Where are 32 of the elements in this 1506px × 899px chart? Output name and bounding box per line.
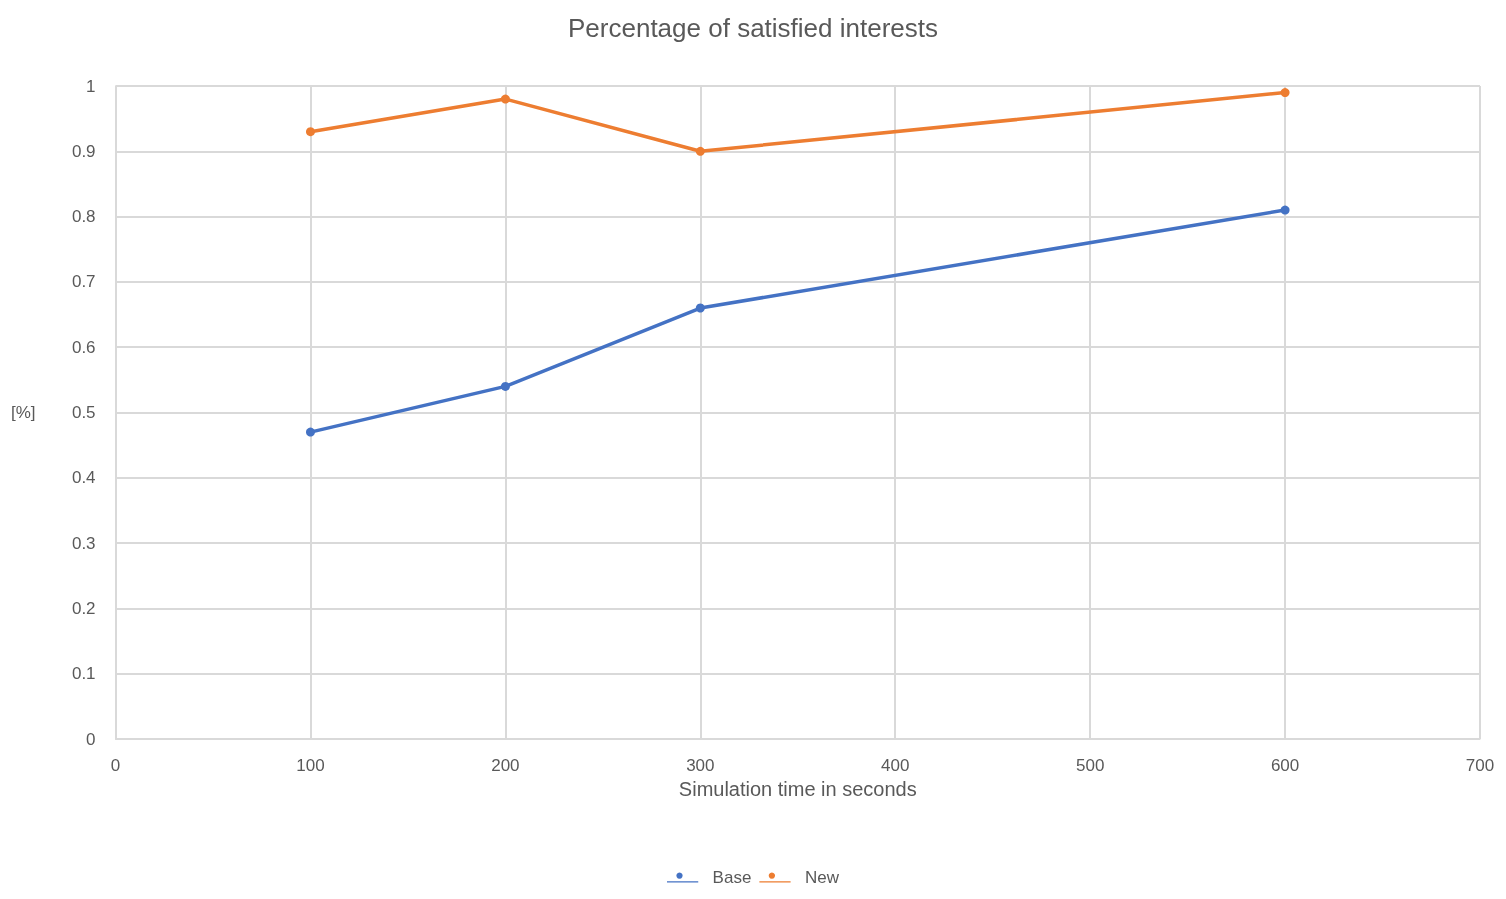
y-tick-label: 0.3 bbox=[71, 533, 96, 553]
y-axis-title: [%] bbox=[11, 403, 36, 422]
point bbox=[1280, 205, 1290, 215]
y-tick-label: 0.8 bbox=[71, 207, 96, 227]
point bbox=[305, 127, 315, 137]
y-tick-label: 0.1 bbox=[71, 664, 96, 684]
y-tick-label: 0.9 bbox=[71, 141, 96, 161]
y-tick-label: 0 bbox=[86, 729, 96, 749]
y-tick-label: 0.4 bbox=[71, 468, 96, 488]
y-tick-label: 0.6 bbox=[71, 337, 96, 357]
chart-title: Percentage of satisfied interests bbox=[568, 13, 938, 43]
x-tick-label: 600 bbox=[1270, 756, 1300, 775]
legend-label: New bbox=[804, 868, 840, 887]
x-tick-label: 500 bbox=[1075, 756, 1105, 775]
x-tick-label: 100 bbox=[296, 756, 325, 775]
point bbox=[695, 303, 705, 313]
x-tick-label: 0 bbox=[110, 756, 121, 775]
point bbox=[500, 94, 510, 104]
y-tick-label: 0.5 bbox=[71, 403, 96, 422]
y-tick-label: 0.7 bbox=[71, 272, 96, 292]
point bbox=[500, 381, 510, 391]
x-tick-label: 200 bbox=[491, 756, 520, 775]
point bbox=[1280, 88, 1290, 98]
point bbox=[305, 427, 315, 437]
legend-label: Base bbox=[712, 868, 752, 887]
y-tick-label: 0.2 bbox=[71, 598, 96, 618]
x-tick-label: 700 bbox=[1465, 756, 1495, 775]
y-tick-label: 1 bbox=[86, 76, 96, 96]
x-tick-label: 300 bbox=[686, 756, 715, 775]
x-axis-title: Simulation time in seconds bbox=[678, 778, 917, 800]
point bbox=[695, 146, 705, 156]
x-tick-label: 400 bbox=[881, 756, 910, 775]
